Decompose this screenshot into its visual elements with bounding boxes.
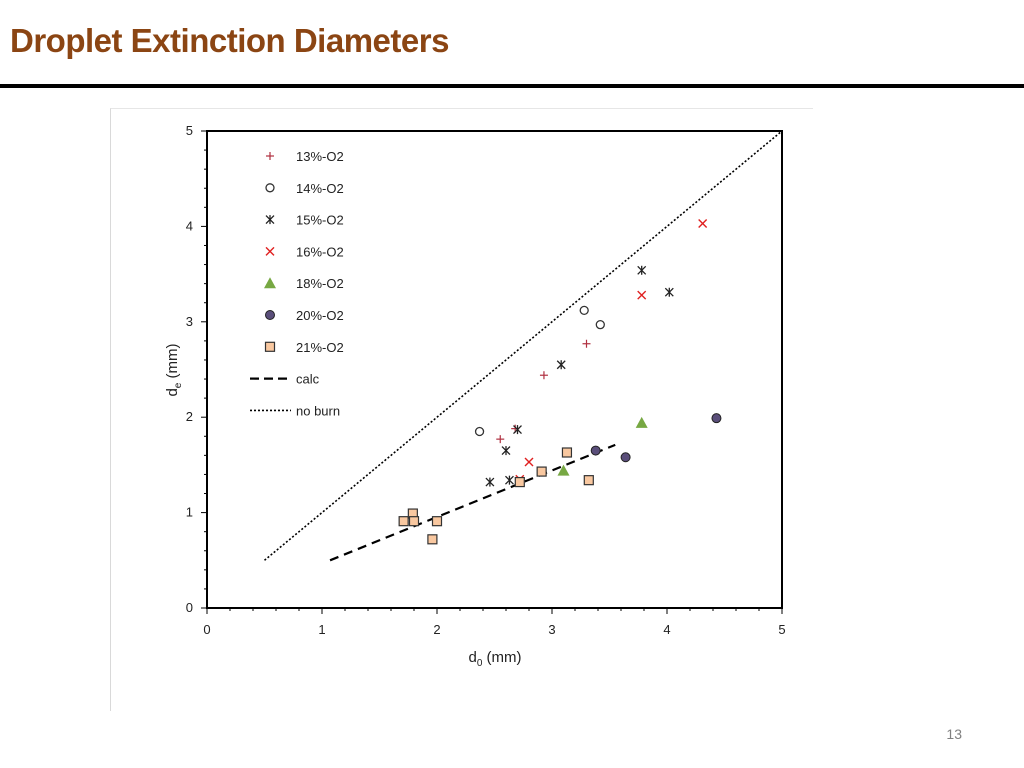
legend-label: 21%-O2 — [296, 340, 344, 355]
legend-label: 15%-O2 — [296, 213, 344, 228]
data-point-16-o2 — [637, 290, 647, 300]
y-axis-label-subscript: e — [173, 382, 184, 388]
data-point-15-o2 — [485, 477, 495, 487]
legend-label: 13%-O2 — [296, 149, 344, 164]
x-tick-label: 3 — [548, 622, 555, 637]
x-axis-label: d0 (mm) — [468, 649, 521, 669]
legend-swatch — [266, 152, 274, 160]
chart-frame — [110, 108, 813, 711]
data-point-15-o2 — [501, 446, 511, 456]
data-point-15-o2 — [504, 475, 514, 485]
x-tick-label: 2 — [433, 622, 440, 637]
y-tick-label: 1 — [186, 505, 193, 520]
legend-item: 13%-O2 — [266, 149, 344, 164]
legend-swatch — [265, 215, 275, 225]
data-point-14-o2 — [474, 426, 485, 437]
y-tick-label: 3 — [186, 314, 193, 329]
data-point-21-o2 — [427, 534, 438, 545]
legend-swatch — [265, 310, 275, 320]
data-point-15-o2 — [664, 287, 674, 297]
slide-title: Droplet Extinction Diameters — [10, 22, 449, 59]
title-divider — [0, 84, 1024, 88]
legend-item: 16%-O2 — [265, 244, 344, 259]
legend: 13%-O2 14%-O2 15%-O2 16%-O2 18%-O2 20%-O2 21%-… — [250, 149, 344, 418]
legend-item: 18%-O2 — [264, 276, 344, 291]
legend-label: 18%-O2 — [296, 276, 344, 291]
plot-area-border — [206, 130, 783, 609]
legend-label: 14%-O2 — [296, 181, 344, 196]
data-point-21-o2 — [561, 447, 573, 458]
data-point-21-o2 — [583, 475, 594, 486]
x-tick-label: 1 — [318, 622, 325, 637]
x-tick-label: 5 — [778, 622, 785, 637]
data-point-18-o2 — [557, 464, 570, 476]
reference-lines — [263, 130, 783, 562]
data-point-21-o2 — [536, 466, 547, 477]
data-points — [398, 219, 722, 545]
data-point-14-o2 — [595, 320, 605, 330]
calc-line — [329, 443, 616, 562]
legend-swatch — [264, 341, 276, 352]
x-tick-label: 4 — [663, 622, 670, 637]
data-point-15-o2 — [513, 425, 522, 435]
data-point-14-o2 — [579, 305, 589, 316]
data-point-21-o2 — [398, 516, 409, 527]
axis-ticks — [201, 130, 783, 614]
legend-item: no burn — [250, 403, 340, 418]
y-tick-labels: 0 1 2 3 4 5 — [186, 123, 193, 615]
legend-swatch — [264, 277, 276, 289]
legend-label: 16%-O2 — [296, 244, 344, 259]
data-point-16-o2 — [524, 457, 534, 467]
x-tick-label: 0 — [203, 622, 210, 637]
data-point-20-o2 — [620, 452, 631, 463]
data-point-13-o2 — [539, 371, 548, 380]
legend-label: no burn — [296, 403, 340, 418]
legend-swatch — [265, 183, 275, 193]
legend-label: calc — [296, 372, 320, 387]
data-point-15-o2 — [637, 265, 647, 275]
legend-item: 15%-O2 — [265, 213, 344, 228]
data-point-21-o2 — [514, 476, 525, 488]
x-tick-labels: 0 1 2 3 4 5 — [203, 622, 785, 637]
page-number: 13 — [946, 726, 962, 742]
data-point-20-o2 — [711, 413, 722, 424]
data-point-21-o2 — [431, 516, 443, 527]
y-tick-label: 2 — [186, 409, 193, 424]
y-tick-label: 5 — [186, 123, 193, 138]
data-point-13-o2 — [496, 435, 505, 444]
data-point-20-o2 — [590, 445, 601, 456]
legend-swatch — [265, 246, 275, 256]
legend-item: 14%-O2 — [265, 181, 344, 196]
x-axis-label-subscript: 0 — [477, 658, 483, 669]
y-axis-label: de (mm) — [164, 343, 184, 396]
data-point-21-o2 — [408, 516, 420, 527]
data-point-16-o2 — [698, 219, 708, 229]
data-point-13-o2 — [582, 339, 591, 348]
legend-item: 21%-O2 — [264, 340, 344, 355]
y-tick-label: 0 — [186, 600, 193, 615]
legend-item: calc — [250, 372, 320, 387]
legend-item: 20%-O2 — [265, 308, 344, 323]
no-burn-line — [263, 130, 783, 561]
data-point-15-o2 — [556, 360, 566, 370]
y-tick-label: 4 — [186, 218, 193, 233]
data-point-18-o2 — [635, 416, 648, 428]
legend-label: 20%-O2 — [296, 308, 344, 323]
